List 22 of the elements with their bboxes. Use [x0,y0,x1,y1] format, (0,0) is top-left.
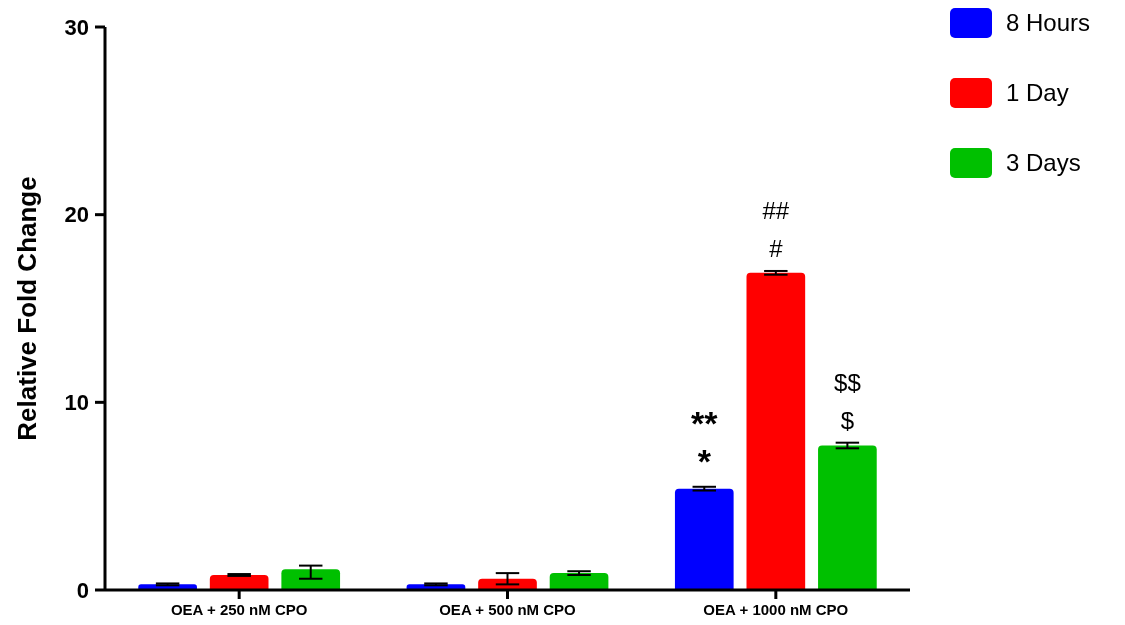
x-tick-label: OEA + 1000 nM CPO [703,601,849,618]
annotation: ## [762,196,790,224]
bar [746,272,806,590]
annotation: * [697,441,712,480]
y-tick-label: 10 [64,390,89,416]
annotation: $ [840,406,855,434]
y-tick-label: 0 [76,577,89,603]
bar [281,569,341,590]
x-tick-label: OEA + 250 nM CPO [170,601,308,618]
annotation: $$ [834,368,861,396]
y-axis-title: Relative Fold Change [12,176,42,441]
y-tick-label: 30 [64,14,89,40]
legend-label: 8 Hours [1006,9,1091,37]
bar [549,573,609,590]
bar [818,445,877,590]
legend-label: 3 Days [1006,149,1081,177]
annotation: ** [691,403,719,442]
annotation: # [769,234,784,262]
y-tick-label: 20 [64,202,89,228]
legend-label: 1 Day [1006,79,1069,107]
bar [674,488,734,590]
x-tick-label: OEA + 500 nM CPO [439,601,577,618]
